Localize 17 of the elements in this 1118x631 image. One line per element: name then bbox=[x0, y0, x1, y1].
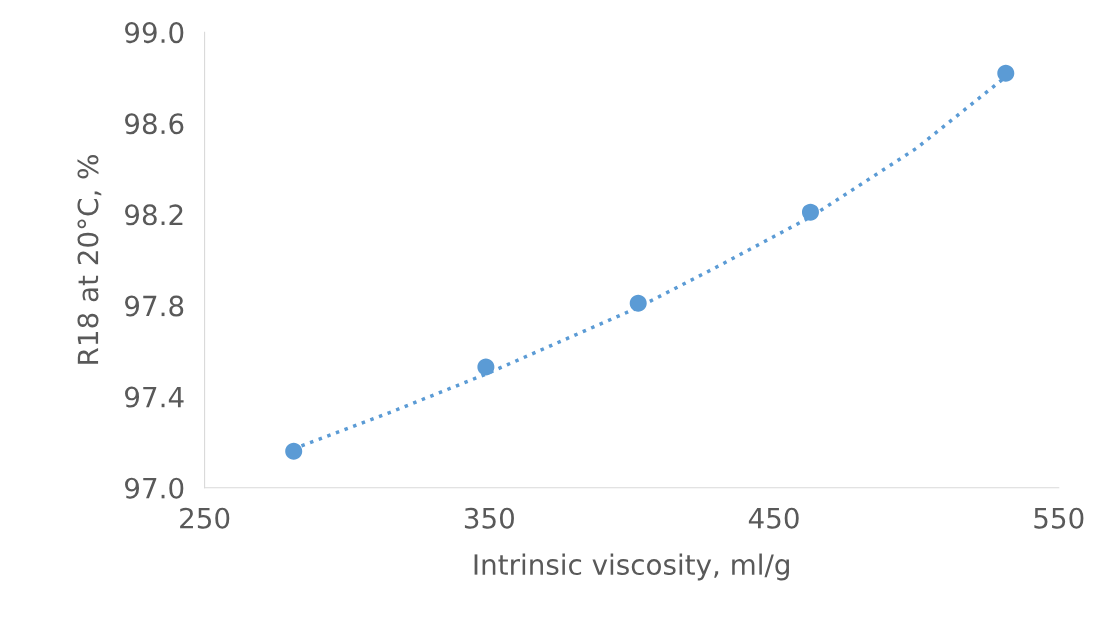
point bbox=[997, 64, 1015, 82]
y-tick-label: 99.0 bbox=[125, 22, 184, 44]
x-tick-label: 250 bbox=[180, 507, 230, 529]
point bbox=[801, 203, 819, 221]
x-tick-label: 550 bbox=[1034, 507, 1084, 529]
y-tick-label: 98.2 bbox=[125, 204, 183, 226]
y-tick-label: 97.4 bbox=[125, 386, 184, 408]
point bbox=[629, 294, 647, 312]
y-tick-label: 97.8 bbox=[125, 295, 184, 317]
x-axis-title: Intrinsic viscosity, ml/g bbox=[474, 553, 789, 581]
x-tick-label: 450 bbox=[748, 507, 799, 529]
x-tick-label: 350 bbox=[464, 507, 514, 529]
point bbox=[477, 358, 495, 376]
y-tick-label: 98.6 bbox=[125, 113, 184, 135]
y-tick-label: 97.0 bbox=[125, 477, 184, 499]
point bbox=[285, 442, 303, 460]
y-axis-title: R18 at 20°C, % bbox=[77, 155, 102, 364]
